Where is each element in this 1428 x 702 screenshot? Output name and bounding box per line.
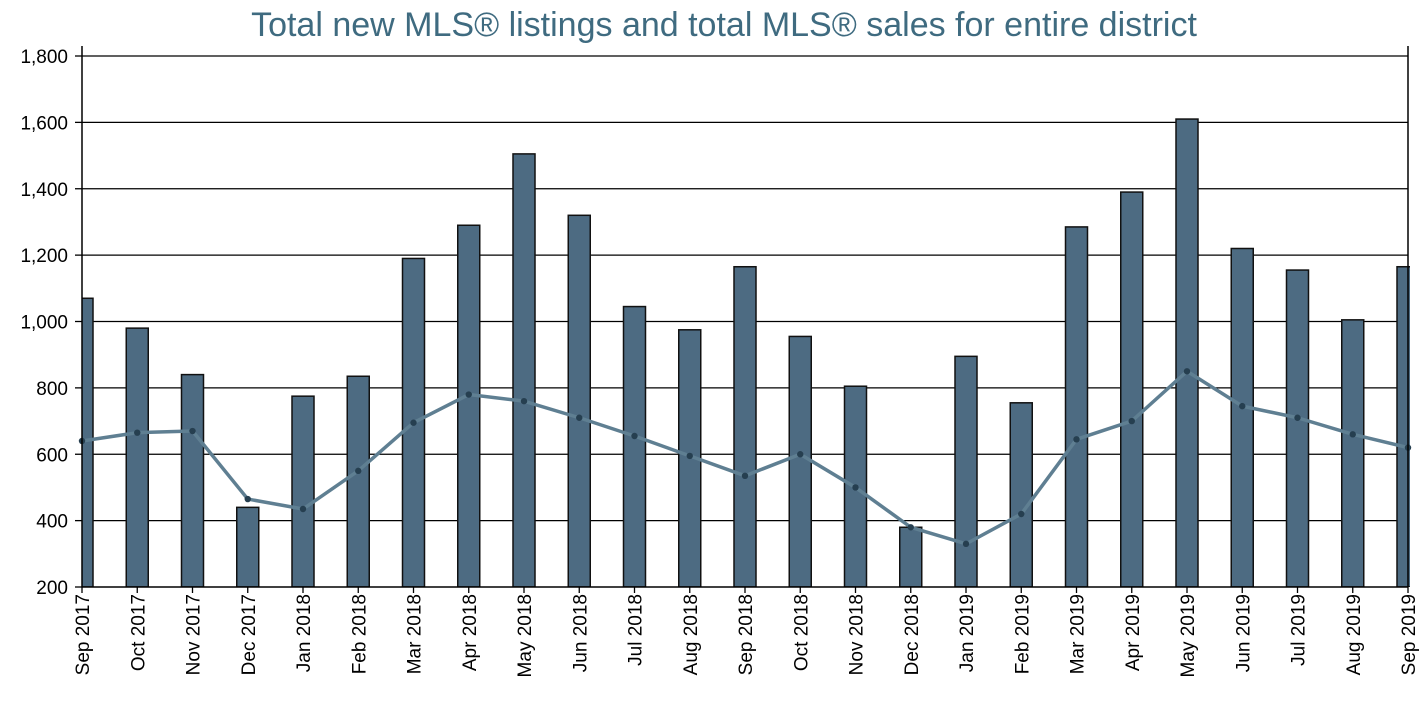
sales-point	[1018, 510, 1025, 518]
bar	[512, 153, 536, 587]
bar	[788, 335, 812, 587]
y-tick-label: 1,800	[20, 47, 68, 68]
x-tick-label: Dec 2017	[239, 594, 260, 675]
bar	[180, 373, 205, 587]
x-tick-label: May 2018	[515, 594, 536, 677]
sales-point	[520, 397, 528, 405]
sales-point	[852, 484, 859, 491]
sales-point	[189, 427, 196, 435]
y-tick-label: 1,400	[20, 180, 68, 201]
x-tick-label: Jun 2019	[1233, 594, 1254, 672]
y-tick-label: 800	[36, 379, 68, 400]
x-tick-label: Sep 2017	[73, 594, 94, 675]
sales-point	[1128, 417, 1135, 425]
bar	[125, 327, 149, 587]
x-tick-label: Nov 2017	[184, 594, 205, 675]
y-tick-label: 1,000	[20, 313, 68, 334]
bar	[622, 305, 647, 587]
sales-point	[1183, 368, 1191, 375]
bar	[954, 355, 978, 587]
bar	[899, 526, 923, 587]
bar	[1120, 191, 1144, 587]
sales-point	[686, 452, 693, 460]
x-tick-label: Jul 2019	[1289, 594, 1310, 666]
sales-point	[1349, 431, 1356, 438]
sales-point	[244, 495, 251, 503]
x-tick-label: Sep 2018	[736, 594, 757, 675]
x-tick-label: Feb 2018	[349, 594, 370, 674]
sales-point	[355, 467, 362, 475]
y-tick-label: 600	[36, 445, 68, 466]
sales-point	[410, 419, 417, 426]
sales-point	[797, 451, 804, 458]
bar	[1064, 226, 1089, 587]
bar	[1230, 247, 1254, 587]
label-layer: 200 400 600 800 1,000 1,200 1,400 1,600 1,800 Sep…	[20, 47, 1420, 677]
bar	[1175, 118, 1199, 587]
sales-point	[134, 429, 141, 436]
x-tick-label: Apr 2019	[1123, 594, 1144, 671]
sales-point	[962, 540, 970, 548]
sales-point	[741, 472, 749, 480]
chart-title: Total new MLS® listings and total MLS® s…	[251, 6, 1197, 44]
x-tick-label: Apr 2018	[460, 594, 481, 671]
bar	[82, 297, 94, 587]
bar	[291, 395, 315, 587]
x-tick-label: May 2019	[1178, 594, 1199, 677]
x-tick-label: Jan 2018	[294, 594, 315, 672]
x-tick-label: Oct 2017	[128, 594, 149, 671]
y-tick-label: 1,200	[20, 246, 68, 267]
sales-point	[1239, 402, 1246, 410]
bar	[457, 224, 481, 587]
y-tick-label: 1,600	[20, 113, 68, 134]
bar	[1341, 319, 1365, 587]
bar	[733, 265, 757, 587]
x-tick-label: Aug 2019	[1344, 594, 1365, 675]
sales-point	[576, 414, 583, 421]
x-tick-label: Nov 2018	[847, 594, 868, 675]
x-tick-label: Jun 2018	[570, 594, 591, 672]
y-tick-label: 400	[36, 512, 68, 533]
x-tick-label: Sep 2019	[1399, 594, 1420, 675]
x-tick-label: Mar 2019	[1068, 594, 1089, 674]
x-tick-label: Dec 2018	[902, 594, 923, 675]
bar	[1285, 269, 1310, 587]
sales-point	[907, 524, 914, 531]
sales-point	[1073, 436, 1080, 443]
y-tick-label: 200	[36, 578, 68, 599]
bar	[346, 375, 370, 587]
x-tick-label: Aug 2018	[681, 594, 702, 675]
bar	[1009, 402, 1033, 587]
x-tick-label: Mar 2018	[405, 594, 426, 674]
sales-point	[465, 391, 472, 398]
x-tick-label: Jan 2019	[957, 594, 978, 672]
sales-point	[1294, 414, 1301, 421]
bar	[567, 214, 591, 587]
bar	[236, 506, 260, 587]
x-tick-label: Oct 2018	[791, 594, 812, 671]
sales-point	[299, 505, 307, 513]
x-tick-label: Feb 2019	[1012, 594, 1033, 674]
line-layer	[78, 368, 1412, 548]
sales-point	[631, 432, 638, 440]
axis-layer	[75, 46, 1409, 593]
x-tick-label: Jul 2018	[626, 594, 647, 666]
